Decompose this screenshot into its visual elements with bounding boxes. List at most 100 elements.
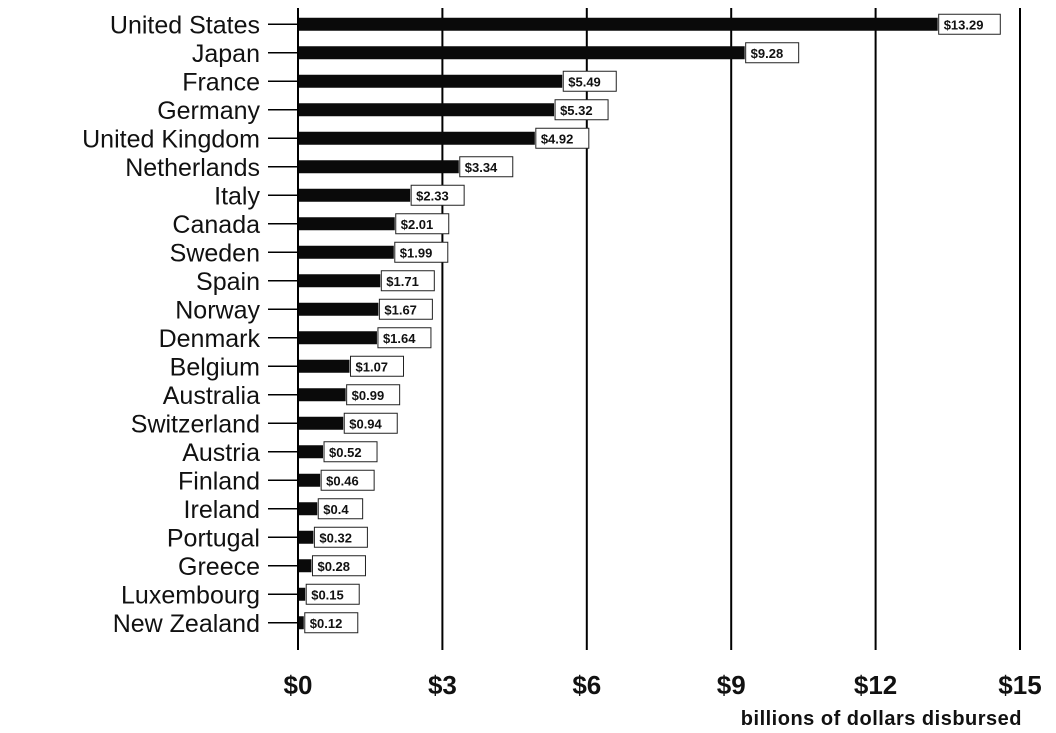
- category-label: United Kingdom: [82, 125, 260, 153]
- bar-belgium: [298, 359, 350, 373]
- category-label: Netherlands: [125, 154, 260, 182]
- category-label: Japan: [192, 40, 260, 68]
- bar-austria: [298, 445, 324, 459]
- category-label: Germany: [157, 97, 260, 125]
- x-tick-label: $0: [284, 670, 313, 700]
- data-label: $0.28: [317, 559, 350, 574]
- bar-united-states: [298, 17, 938, 31]
- category-label: Switzerland: [131, 410, 260, 438]
- data-label-box: [938, 13, 1001, 35]
- data-label: $5.32: [560, 103, 593, 118]
- category-label: New Zealand: [113, 610, 260, 638]
- x-tick-label: $15: [998, 670, 1041, 700]
- category-label: Denmark: [159, 325, 261, 353]
- bar-sweden: [298, 245, 394, 259]
- data-label-box: [535, 127, 590, 149]
- data-label-box: [305, 583, 360, 605]
- data-label: $1.07: [356, 359, 389, 374]
- x-axis-title: billions of dollars disbursed: [741, 708, 1022, 730]
- bar-finland: [298, 473, 321, 487]
- data-label-box: [377, 327, 432, 349]
- data-label: $0.32: [319, 530, 352, 545]
- bar-portugal: [298, 530, 314, 544]
- bar-luxembourg: [298, 587, 306, 601]
- y-axis: [268, 8, 299, 650]
- data-label: $0.12: [310, 616, 343, 631]
- data-label-box: [410, 184, 465, 206]
- data-label-box: [313, 526, 368, 548]
- category-label: Spain: [196, 268, 260, 296]
- category-label: Finland: [178, 467, 260, 495]
- data-label: $5.49: [568, 74, 601, 89]
- data-label-box: [323, 441, 378, 463]
- category-label: Italy: [214, 182, 260, 210]
- data-label-box: [380, 270, 435, 292]
- data-label: $13.29: [944, 17, 984, 32]
- x-tick-label: $9: [717, 670, 746, 700]
- category-label: Ireland: [184, 496, 260, 524]
- data-label-box: [343, 412, 398, 434]
- bar-germany: [298, 103, 555, 117]
- category-label: Canada: [172, 211, 260, 239]
- bar-australia: [298, 388, 346, 402]
- data-label-box: [320, 469, 375, 491]
- category-label: Austria: [182, 439, 260, 467]
- bar-ireland: [298, 502, 318, 516]
- bar-denmark: [298, 331, 377, 345]
- data-label-box: [562, 70, 617, 92]
- data-labels: $13.29 $9.28 $5.49 $5.32 $4.92 $3.34 $2.33 $2.0…: [304, 13, 1001, 634]
- x-tick-label: $6: [572, 670, 601, 700]
- category-label: Belgium: [170, 353, 260, 381]
- category-label: Sweden: [170, 239, 260, 267]
- bars: [298, 17, 938, 630]
- data-label-box: [394, 241, 449, 263]
- category-label: Greece: [178, 553, 260, 581]
- data-label-box: [745, 42, 800, 64]
- data-label: $1.99: [400, 245, 433, 260]
- category-label: Norway: [175, 296, 260, 324]
- data-label: $0.46: [326, 473, 359, 488]
- x-tick-labels: $0 $3 $6 $9 $12 $15: [284, 670, 1042, 700]
- data-label-box: [395, 213, 450, 235]
- data-label: $9.28: [751, 46, 784, 61]
- data-label: $1.71: [386, 274, 419, 289]
- data-label: $0.52: [329, 445, 362, 460]
- data-label: $2.01: [401, 217, 434, 232]
- bar-spain: [298, 274, 381, 288]
- data-label-box: [311, 555, 366, 577]
- data-label-box: [350, 355, 405, 377]
- bar-netherlands: [298, 160, 459, 174]
- data-label: $1.67: [384, 302, 417, 317]
- category-label: France: [182, 68, 260, 96]
- data-label: $3.34: [465, 160, 498, 175]
- bar-japan: [298, 46, 745, 60]
- bar-switzerland: [298, 416, 344, 430]
- bar-new-zealand: [298, 616, 304, 630]
- data-label: $0.99: [352, 388, 385, 403]
- bar-greece: [298, 559, 312, 573]
- data-label-box: [554, 99, 609, 121]
- data-label: $1.64: [383, 331, 416, 346]
- data-label-box: [317, 498, 364, 520]
- data-label-box: [346, 384, 401, 406]
- bar-united-kingdom: [298, 131, 535, 145]
- x-tick-label: $12: [854, 670, 897, 700]
- category-label: United States: [110, 11, 260, 39]
- bar-norway: [298, 302, 379, 316]
- data-label-box: [459, 156, 514, 178]
- bar-italy: [298, 188, 411, 202]
- data-label: $0.15: [311, 587, 344, 602]
- category-label: Luxembourg: [121, 581, 260, 609]
- category-label: Australia: [163, 382, 260, 410]
- bar-canada: [298, 217, 395, 231]
- data-label: $4.92: [541, 131, 574, 146]
- bar-france: [298, 74, 563, 88]
- category-label: Portugal: [167, 524, 260, 552]
- data-label: $2.33: [416, 188, 449, 203]
- data-label-box: [304, 612, 359, 634]
- data-label: $0.94: [349, 416, 382, 431]
- data-label-box: [378, 298, 433, 320]
- x-tick-label: $3: [428, 670, 457, 700]
